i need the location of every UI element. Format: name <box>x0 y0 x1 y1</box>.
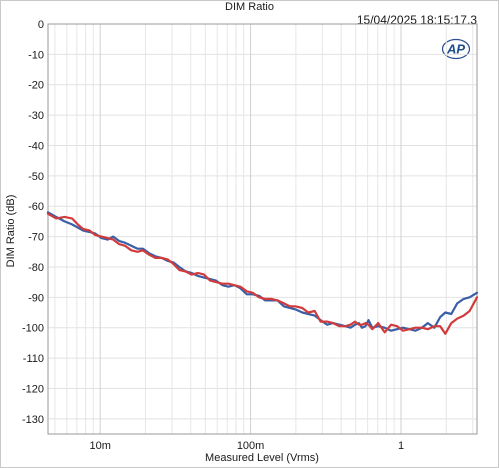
logo-text: AP <box>446 42 465 57</box>
ap-logo-icon: AP <box>441 38 471 60</box>
y-tick-label: -40 <box>28 140 44 152</box>
y-tick-label: -110 <box>23 353 44 365</box>
y-tick-label: -30 <box>28 110 44 122</box>
y-tick-label: -120 <box>22 383 44 395</box>
y-tick-label: -10 <box>28 49 44 61</box>
series-line-2 <box>46 212 479 335</box>
y-tick-label: -70 <box>28 232 44 244</box>
plot-border <box>47 23 478 435</box>
y-tick-label: -130 <box>22 414 44 426</box>
y-tick-label: -100 <box>22 323 44 335</box>
series-line-1 <box>46 211 479 332</box>
y-axis-label: DIM Ratio (dB) <box>5 194 17 268</box>
y-tick-label: -80 <box>28 262 44 274</box>
y-tick-label: -60 <box>28 201 44 213</box>
chart-title: DIM Ratio <box>225 1 274 13</box>
y-axis-ticks: 0 -10 -20 -30 -40 -50 -60 -70 -80 -90 -100 -110 -120… <box>22 19 44 426</box>
y-tick-label: -50 <box>28 171 44 183</box>
series <box>46 211 479 335</box>
y-tick-label: 0 <box>38 19 44 31</box>
x-tick-label: 10m <box>89 440 110 452</box>
grid <box>48 23 477 434</box>
x-axis-ticks: 10m 100m 1 <box>89 440 404 452</box>
y-tick-label: -90 <box>28 292 44 304</box>
y-tick-label: -20 <box>28 80 44 92</box>
x-tick-label: 100m <box>237 440 265 452</box>
x-axis-label: Measured Level (Vrms) <box>205 452 319 464</box>
x-tick-label: 1 <box>398 440 404 452</box>
